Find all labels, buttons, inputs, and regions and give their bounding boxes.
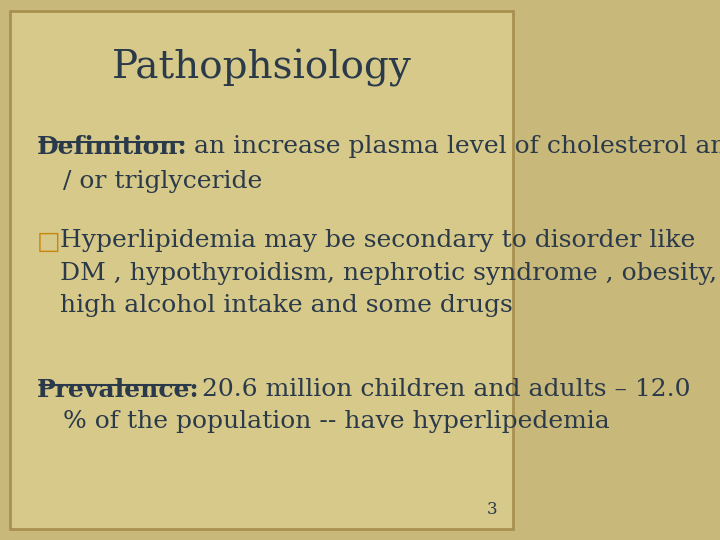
Text: % of the population -- have hyperlipedemia: % of the population -- have hyperlipedem… [63, 410, 610, 434]
Text: Prevalence:: Prevalence: [37, 378, 199, 402]
Text: / or triglyceride: / or triglyceride [63, 170, 262, 193]
FancyBboxPatch shape [11, 11, 513, 529]
Text: 3: 3 [487, 502, 498, 518]
Text: an increase plasma level of cholesterol and: an increase plasma level of cholesterol … [186, 135, 720, 158]
Text: 20.6 million children and adults – 12.0: 20.6 million children and adults – 12.0 [194, 378, 690, 401]
Text: Definition:: Definition: [37, 135, 187, 159]
Text: Hyperlipidemia may be secondary to disorder like: Hyperlipidemia may be secondary to disor… [60, 230, 696, 253]
Text: high alcohol intake and some drugs: high alcohol intake and some drugs [60, 294, 513, 318]
Text: Pathophsiology: Pathophsiology [112, 49, 412, 86]
Text: □: □ [37, 230, 60, 253]
Text: DM , hypothyroidism, nephrotic syndrome , obesity,: DM , hypothyroidism, nephrotic syndrome … [60, 262, 717, 285]
